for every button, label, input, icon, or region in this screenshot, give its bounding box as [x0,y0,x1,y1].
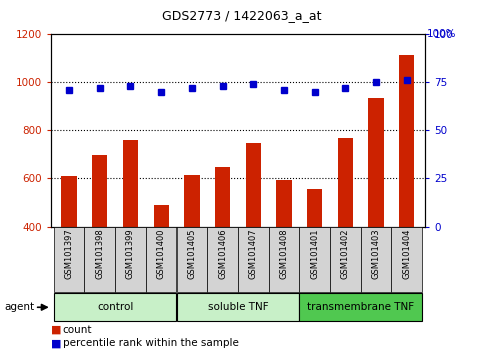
Bar [368,98,384,227]
Text: GSM101404: GSM101404 [402,229,411,279]
FancyBboxPatch shape [391,227,422,292]
FancyBboxPatch shape [299,227,330,292]
Bar [92,155,108,227]
Bar [215,167,230,227]
Text: GSM101406: GSM101406 [218,229,227,279]
Text: agent: agent [5,302,35,312]
FancyBboxPatch shape [299,293,422,321]
FancyBboxPatch shape [54,293,176,321]
Bar [61,176,77,227]
FancyBboxPatch shape [238,227,269,292]
Text: ■: ■ [51,338,61,348]
Text: GSM101407: GSM101407 [249,229,258,279]
Text: percentile rank within the sample: percentile rank within the sample [63,338,239,348]
Bar [154,205,169,227]
Text: control: control [97,302,133,312]
Text: GSM101408: GSM101408 [279,229,288,279]
Text: GSM101405: GSM101405 [187,229,197,279]
Text: transmembrane TNF: transmembrane TNF [307,302,414,312]
FancyBboxPatch shape [207,227,238,292]
Text: GSM101403: GSM101403 [371,229,381,279]
Bar [123,140,138,227]
FancyBboxPatch shape [146,227,176,292]
FancyBboxPatch shape [115,227,146,292]
Text: GSM101402: GSM101402 [341,229,350,279]
Text: ■: ■ [51,325,61,335]
FancyBboxPatch shape [85,227,115,292]
Text: GSM101401: GSM101401 [310,229,319,279]
Bar [399,55,414,227]
Text: GSM101397: GSM101397 [65,229,73,279]
FancyBboxPatch shape [330,227,361,292]
Text: GSM101400: GSM101400 [156,229,166,279]
FancyBboxPatch shape [54,227,85,292]
Text: GDS2773 / 1422063_a_at: GDS2773 / 1422063_a_at [162,9,321,22]
Bar [184,176,199,227]
FancyBboxPatch shape [361,227,391,292]
Text: count: count [63,325,92,335]
Text: 100%: 100% [426,29,456,39]
Text: GSM101398: GSM101398 [95,229,104,279]
Bar [338,138,353,227]
Text: GSM101399: GSM101399 [126,229,135,279]
FancyBboxPatch shape [177,227,207,292]
Text: soluble TNF: soluble TNF [208,302,268,312]
Bar [307,189,322,227]
Bar [276,179,292,227]
FancyBboxPatch shape [269,227,299,292]
Bar [245,143,261,227]
FancyBboxPatch shape [177,293,299,321]
